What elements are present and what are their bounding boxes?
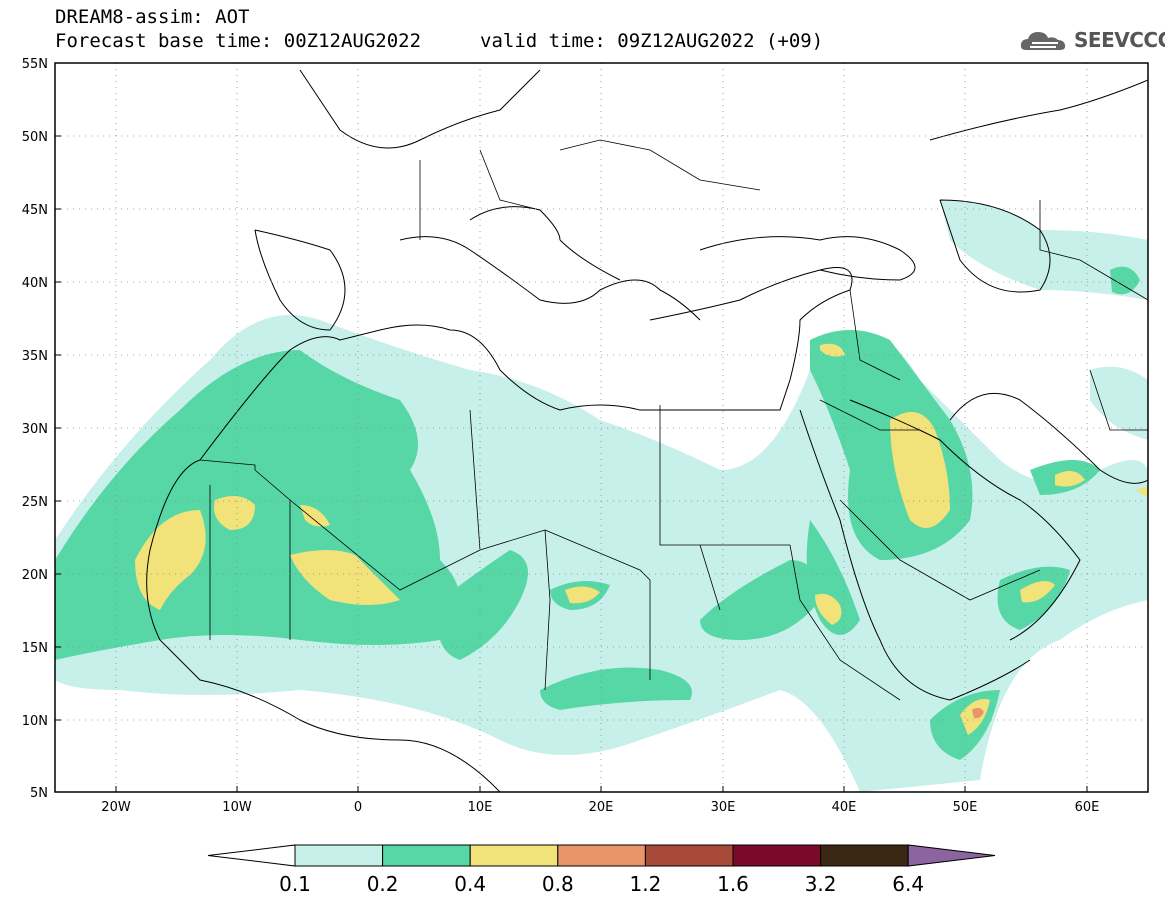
- colorbar-label: 6.4: [892, 872, 924, 896]
- colorbar-box: [820, 844, 909, 867]
- lat-tick-label: 50N: [22, 130, 48, 145]
- colorbar-label: 1.2: [629, 872, 661, 896]
- lat-tick-label: 35N: [22, 349, 48, 364]
- coastlines: [146, 69, 1148, 792]
- lon-axis: 20W 10W 0 10E 20E 30E 40E 50E 60E: [101, 786, 1099, 815]
- logo-text: SEEVCCC: [1074, 28, 1165, 52]
- grid-lines: [55, 63, 1148, 792]
- lat-tick-label: 5N: [30, 786, 48, 801]
- lon-tick-label: 20W: [101, 800, 131, 815]
- lat-tick-label: 25N: [22, 495, 48, 510]
- lon-tick-label: 10E: [468, 800, 493, 815]
- colorbar-boxes: [207, 844, 996, 867]
- colorbar-label: 0.4: [454, 872, 486, 896]
- lon-tick-label: 50E: [953, 800, 978, 815]
- cloud-icon: [1020, 32, 1066, 50]
- colorbar-labels: 0.1 0.2 0.4 0.8 1.2 1.6 3.2 6.4: [279, 872, 924, 896]
- lon-tick-label: 20E: [589, 800, 614, 815]
- lon-tick-label: 10W: [222, 800, 252, 815]
- valid-time: valid time: 09Z12AUG2022 (+09): [480, 30, 824, 52]
- colorbar-box: [382, 844, 471, 867]
- lat-tick-label: 45N: [22, 203, 48, 218]
- colorbar-over-triangle: [907, 844, 996, 867]
- colorbar-box: [469, 844, 559, 867]
- colorbar-label: 1.6: [717, 872, 749, 896]
- colorbar-under-triangle: [207, 844, 296, 867]
- forecast-base-time: Forecast base time: 00Z12AUG2022: [55, 30, 422, 52]
- lat-tick-label: 55N: [22, 57, 48, 72]
- colorbar-label: 3.2: [805, 872, 837, 896]
- lat-tick-label: 30N: [22, 422, 48, 437]
- seevccc-logo: SEEVCCC: [1018, 26, 1165, 56]
- colorbar-box: [557, 844, 646, 867]
- lat-tick-label: 20N: [22, 568, 48, 583]
- colorbar-label: 0.2: [367, 872, 399, 896]
- colorbar-box: [732, 844, 822, 867]
- colorbar-box: [644, 844, 734, 867]
- colorbar-box: [294, 844, 384, 867]
- lat-tick-label: 10N: [22, 714, 48, 729]
- lon-tick-label: 0: [354, 800, 362, 815]
- lat-tick-label: 15N: [22, 641, 48, 656]
- lon-tick-label: 60E: [1075, 800, 1100, 815]
- borders: [199, 139, 1148, 701]
- lat-tick-label: 40N: [22, 276, 48, 291]
- map-title: DREAM8-assim: AOT: [55, 6, 250, 28]
- lat-axis: 55N 50N 45N 40N 35N 30N 25N 20N 15N 10N …: [22, 57, 61, 801]
- colorbar-label: 0.1: [279, 872, 311, 896]
- lon-tick-label: 40E: [832, 800, 857, 815]
- lon-tick-label: 30E: [711, 800, 736, 815]
- colorbar-label: 0.8: [542, 872, 574, 896]
